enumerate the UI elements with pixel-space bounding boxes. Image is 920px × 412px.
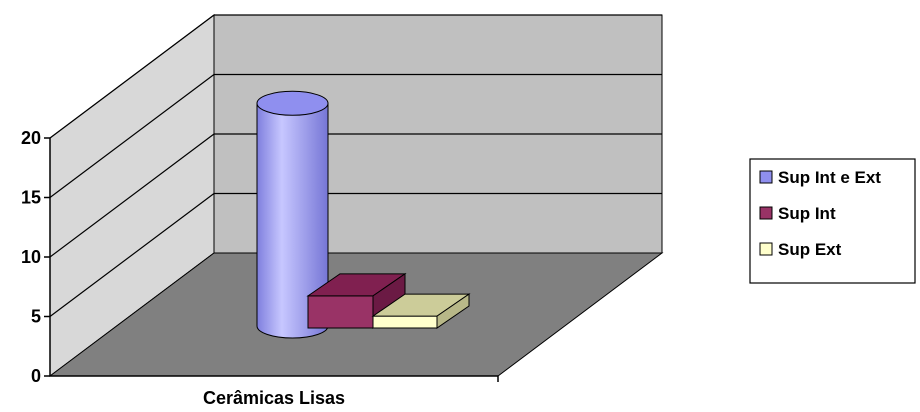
gridline-side <box>49 14 215 139</box>
legend-label: Sup Int e Ext <box>778 168 881 187</box>
legend-label: Sup Ext <box>778 240 842 259</box>
bar-2 <box>306 272 407 329</box>
bar-side-face <box>436 293 470 329</box>
x-category-label: Cerâmicas Lisas <box>203 388 345 408</box>
y-tick-label: 5 <box>31 307 41 327</box>
y-tick-labels: 0 5 10 15 20 <box>21 128 50 386</box>
y-tick-label: 0 <box>31 366 41 386</box>
bar-1 <box>256 90 329 339</box>
bars <box>256 90 471 339</box>
legend-swatch <box>759 206 773 220</box>
y-tick-label: 20 <box>21 128 41 148</box>
legend-label: Sup Int <box>778 204 836 223</box>
y-tick-label: 10 <box>21 247 41 267</box>
cylinder-top <box>256 90 329 116</box>
gridline-side <box>49 74 215 198</box>
bar-3 <box>371 293 471 329</box>
cylinder-body <box>256 102 329 339</box>
bar-front-face <box>372 315 438 329</box>
legend-box <box>749 158 916 284</box>
y-tick-label: 15 <box>21 188 41 208</box>
legend: Sup Int e Ext Sup Int Sup Ext <box>749 158 916 284</box>
legend-swatch <box>759 242 773 256</box>
gridline-side <box>49 133 215 258</box>
bar-front-face <box>307 295 374 329</box>
gridline-side <box>49 193 215 317</box>
legend-swatch <box>759 170 773 184</box>
